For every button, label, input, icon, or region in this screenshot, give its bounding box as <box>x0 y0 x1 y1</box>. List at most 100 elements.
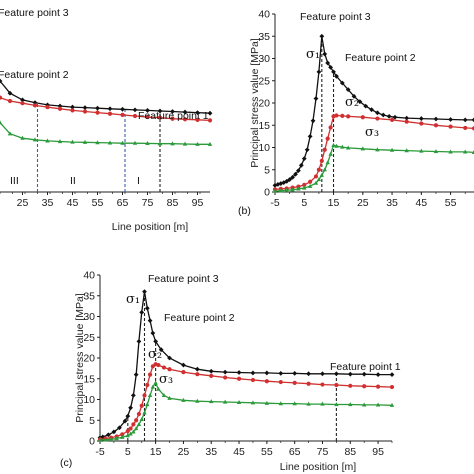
x-tick-label: 95 <box>372 446 384 458</box>
series-point-3 <box>108 436 114 441</box>
series-point-1 <box>293 171 298 177</box>
series-point-2 <box>145 382 150 388</box>
series-point-2 <box>20 101 25 106</box>
series-point-3 <box>139 417 144 422</box>
series-point-1 <box>331 69 336 75</box>
series-point-3 <box>307 183 313 188</box>
series-point-2 <box>236 376 242 381</box>
series-point-3 <box>463 149 468 154</box>
region-label: I <box>137 175 140 187</box>
series-point-2 <box>134 418 139 423</box>
x-tick-label: 45 <box>67 197 79 209</box>
series-point-3 <box>389 402 395 407</box>
series-point-3 <box>375 402 381 407</box>
series-point-1 <box>167 355 172 361</box>
series-point-1 <box>316 69 322 75</box>
series-point-1 <box>363 103 369 109</box>
series-point-1 <box>142 289 147 294</box>
series-point-1 <box>195 110 200 116</box>
x-tick-label: 25 <box>17 197 29 209</box>
series-point-3 <box>45 138 50 143</box>
series-point-1 <box>418 116 424 121</box>
panel-label-b: (b) <box>238 205 251 217</box>
series-point-1 <box>351 93 357 99</box>
series-point-3 <box>322 167 327 172</box>
feature-point-annotation: Feature point 1 <box>330 361 401 373</box>
series-point-2 <box>264 379 269 384</box>
series-point-2 <box>145 114 150 120</box>
x-tick-label: -5 <box>270 197 279 209</box>
series-point-3 <box>361 402 367 407</box>
series-point-1 <box>144 305 150 311</box>
series-point-3 <box>207 141 213 146</box>
series-point-3 <box>125 433 131 438</box>
series-point-3 <box>404 148 409 153</box>
x-tick-label: 15 <box>150 446 162 458</box>
series-point-1 <box>281 180 287 186</box>
x-tick-label: 35 <box>42 197 54 209</box>
series-point-1 <box>0 78 3 84</box>
series-point-2 <box>139 403 144 408</box>
y-tick-label: 30 <box>258 53 270 65</box>
series-point-1 <box>139 309 145 315</box>
y-axis-label: Principal stress value [MPa] <box>249 38 261 168</box>
series-point-1 <box>278 370 284 376</box>
series-point-3 <box>103 437 108 442</box>
series-point-2 <box>120 112 125 117</box>
y-tick-label: 30 <box>83 311 95 323</box>
series-point-1 <box>57 103 63 109</box>
series-point-2 <box>471 126 474 131</box>
series-point-2 <box>346 114 351 119</box>
series-point-2 <box>322 147 327 152</box>
series-point-3 <box>345 145 351 150</box>
y-tick-label: 15 <box>83 373 95 385</box>
series-point-2 <box>70 108 75 113</box>
x-axis-label: Line position [m] <box>112 221 189 233</box>
series-point-1 <box>320 371 325 377</box>
series-point-1 <box>380 112 386 118</box>
series-point-3 <box>150 384 156 389</box>
x-tick-label: 45 <box>415 197 427 209</box>
series-point-1 <box>107 106 113 112</box>
series-point-1 <box>157 108 163 114</box>
series-point-1 <box>158 347 164 353</box>
series-point-3 <box>320 401 325 406</box>
series-point-3 <box>32 137 38 142</box>
x-tick-label: 85 <box>167 197 179 209</box>
series-point-3 <box>313 180 319 185</box>
series-point-3 <box>156 386 161 391</box>
series-point-3 <box>70 139 75 144</box>
series-point-3 <box>153 380 158 385</box>
series-point-2 <box>362 384 367 389</box>
x-tick-label: 35 <box>386 197 398 209</box>
series-point-2 <box>404 119 409 124</box>
series-point-3 <box>181 397 186 402</box>
y-tick-label: 5 <box>264 164 270 176</box>
series-point-3 <box>334 143 339 148</box>
y-tick-label: 25 <box>83 332 95 344</box>
panel-label-c: (c) <box>60 457 72 469</box>
series-point-1 <box>328 65 334 70</box>
series-line-2 <box>99 363 393 440</box>
series-point-2 <box>250 377 256 383</box>
y-tick-label: 35 <box>258 31 270 43</box>
series-point-3 <box>82 139 88 144</box>
series-point-2 <box>340 113 345 119</box>
x-tick-label: 35 <box>205 446 217 458</box>
series-point-3 <box>316 177 322 182</box>
series-point-2 <box>128 426 133 431</box>
series-point-1 <box>182 109 188 115</box>
series-point-1 <box>111 429 117 435</box>
series-point-3 <box>195 141 200 146</box>
feature-point-annotation: Feature point 3 <box>148 273 219 285</box>
series-point-3 <box>284 187 289 192</box>
series-point-3 <box>57 139 63 144</box>
series-point-1 <box>357 99 363 105</box>
series-point-1 <box>153 339 159 344</box>
series-point-2 <box>278 379 283 385</box>
series-point-3 <box>471 149 474 154</box>
sigma-label-1: σ₁ <box>126 292 140 307</box>
series-point-2 <box>209 373 214 378</box>
series-point-2 <box>95 110 100 115</box>
series-point-2 <box>207 118 213 123</box>
